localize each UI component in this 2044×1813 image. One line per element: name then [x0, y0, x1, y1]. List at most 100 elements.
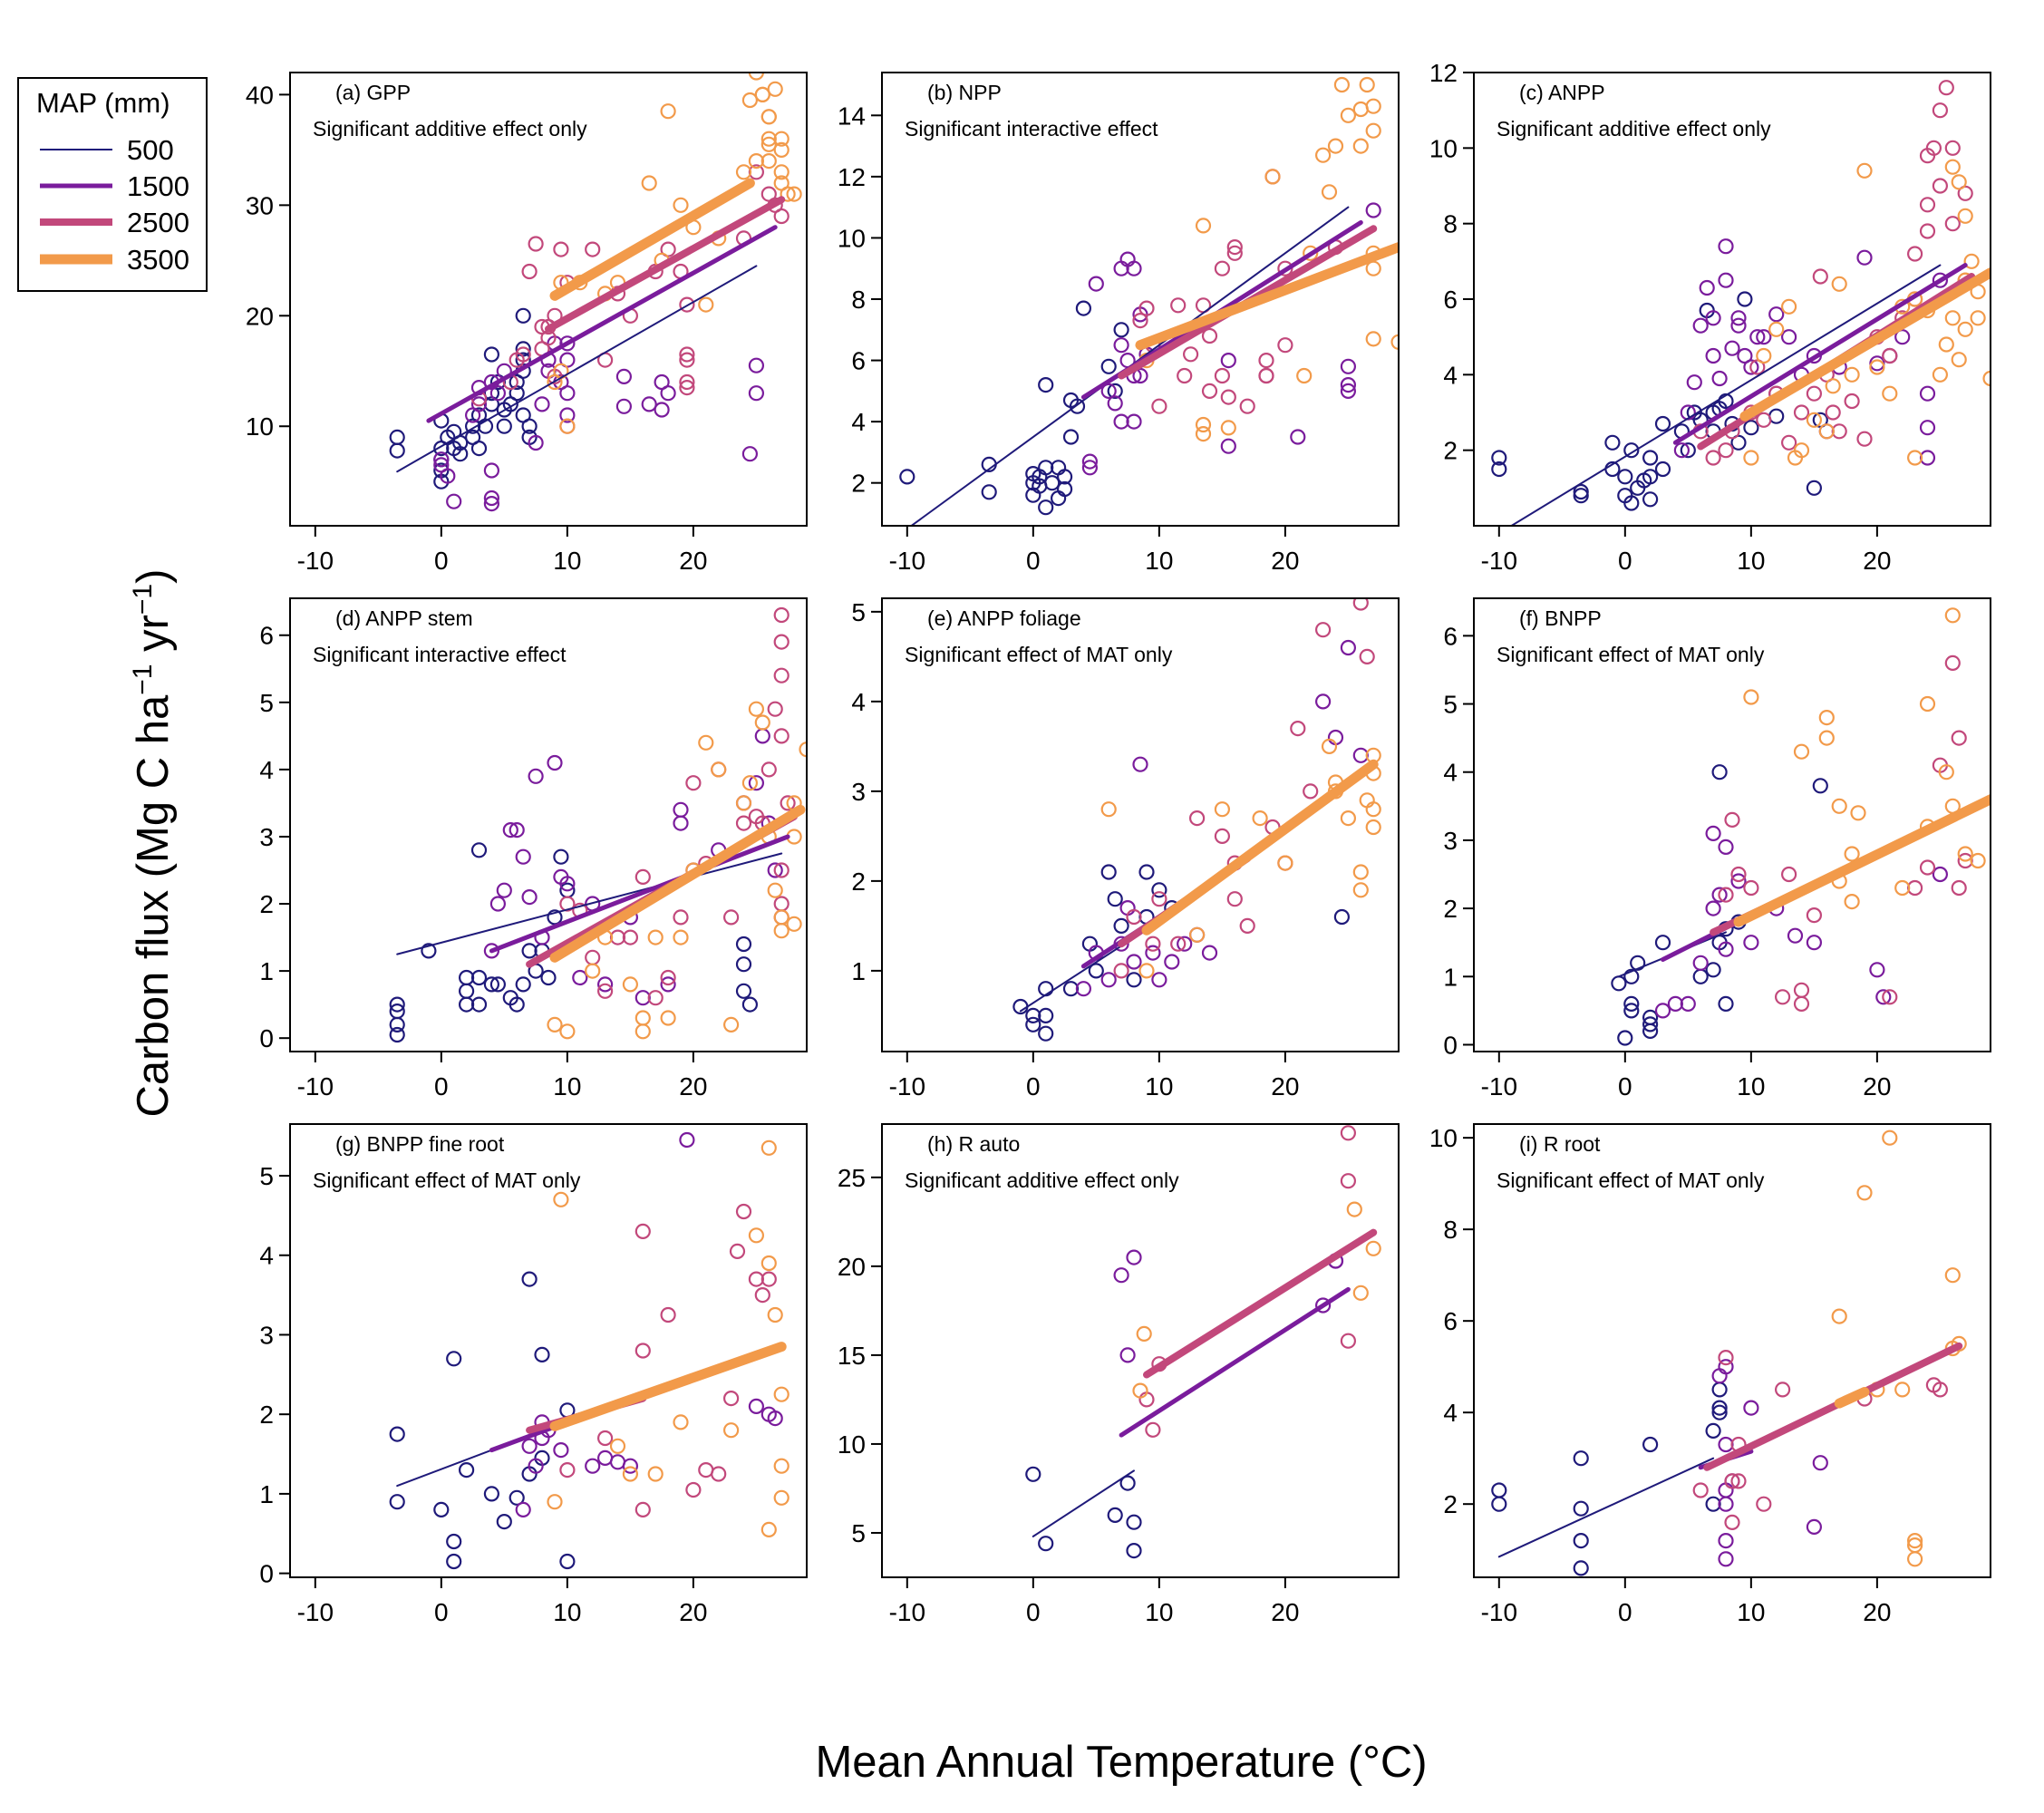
data-points — [389, 606, 807, 1043]
data-point — [1925, 140, 1942, 156]
data-point — [1907, 1532, 1923, 1549]
data-point — [1151, 891, 1167, 907]
data-point — [729, 1243, 746, 1260]
x-tick-label: 10 — [1737, 547, 1765, 575]
y-tick-label: 8 — [1443, 210, 1458, 238]
data-point — [1314, 147, 1332, 163]
data-point — [1756, 1496, 1772, 1512]
y-tick-label: 6 — [1443, 622, 1458, 650]
data-point — [1919, 859, 1936, 876]
fit-line-3500 — [1135, 242, 1399, 351]
y-tick-label: 2 — [851, 470, 866, 498]
data-point — [1145, 945, 1161, 961]
data-point — [1932, 272, 1948, 288]
x-axis-title: Mean Annual Temperature (°C) — [815, 1738, 1427, 1787]
data-point — [780, 795, 796, 811]
y-tick-label: 10 — [1429, 134, 1458, 162]
y-tick-label: 1 — [1443, 963, 1458, 991]
data-point — [1239, 398, 1255, 414]
data-point — [1875, 989, 1892, 1005]
data-point — [1113, 337, 1129, 354]
data-point — [1692, 1482, 1709, 1498]
data-point — [773, 909, 790, 926]
data-point — [1113, 917, 1129, 935]
data-point — [773, 1489, 790, 1506]
y-tick-label: 10 — [838, 224, 866, 252]
data-point — [1107, 891, 1123, 907]
data-point — [1258, 353, 1274, 369]
x-tick-label: 10 — [1737, 1598, 1765, 1626]
data-point — [1718, 1349, 1734, 1366]
data-point — [1164, 954, 1180, 970]
data-point — [1113, 322, 1129, 338]
y-axis-title: Carbon flux (Mg C ha−1 yr−1) — [128, 569, 178, 1118]
data-point — [1177, 367, 1193, 384]
data-point — [534, 396, 550, 412]
data-point — [1730, 1473, 1747, 1489]
data-point — [1850, 805, 1866, 821]
data-point — [1352, 864, 1369, 880]
data-point — [1132, 367, 1148, 384]
data-point — [1907, 450, 1923, 466]
data-point — [559, 1023, 576, 1040]
data-point — [1724, 1473, 1740, 1489]
data-point — [754, 1286, 770, 1304]
data-point — [483, 1486, 500, 1502]
data-point — [1686, 374, 1702, 391]
data-point — [1214, 367, 1231, 384]
data-point — [1081, 460, 1099, 476]
data-point — [1932, 102, 1948, 119]
panel-9: -10 0 10 20 2 4 6 8 10 (i) R root Significant effe… — [1429, 1123, 1991, 1626]
data-point — [1737, 291, 1753, 307]
data-point — [741, 775, 759, 791]
panel-note: Significant effect of MAT only — [1497, 1168, 1765, 1192]
data-point — [1100, 864, 1117, 880]
data-point — [1951, 174, 1967, 190]
data-point — [748, 1227, 765, 1244]
data-point — [1056, 480, 1073, 498]
data-point — [1743, 935, 1759, 951]
data-point — [1818, 709, 1835, 726]
data-point — [673, 1414, 689, 1430]
data-point — [1642, 450, 1659, 466]
data-point — [528, 434, 544, 451]
data-point — [1126, 908, 1142, 926]
x-tick-label: 0 — [1026, 1072, 1041, 1100]
data-point — [1126, 1249, 1142, 1265]
y-tick-label: 14 — [838, 102, 866, 130]
data-point — [1132, 313, 1148, 329]
data-point — [1882, 385, 1898, 402]
data-point — [1844, 366, 1860, 383]
data-point — [1718, 393, 1734, 410]
x-tick-label: 10 — [1145, 1072, 1173, 1100]
data-point — [1831, 423, 1847, 440]
panel-3: -10 0 10 20 2 4 6 8 10 12 (c) ANPP Significant addi… — [1429, 59, 1991, 575]
plot-frame — [289, 1123, 808, 1578]
data-point — [1812, 268, 1828, 285]
data-point — [1151, 972, 1167, 988]
x-tick-label: 20 — [1271, 1598, 1299, 1626]
data-point — [1056, 469, 1073, 485]
data-point — [1718, 887, 1734, 903]
data-point — [1919, 420, 1936, 436]
plot-frame — [289, 72, 808, 527]
data-point — [1718, 995, 1734, 1013]
data-point — [622, 929, 639, 945]
data-point — [635, 868, 651, 886]
data-point — [559, 1461, 576, 1479]
data-point — [1932, 1382, 1948, 1398]
data-point — [641, 396, 657, 412]
data-point — [660, 1010, 676, 1026]
data-point — [660, 103, 676, 120]
plot-frame — [1473, 597, 1991, 1052]
data-point — [489, 976, 507, 993]
data-point — [609, 1438, 626, 1454]
data-point — [458, 996, 475, 1013]
x-tick-label: 0 — [1618, 1598, 1632, 1626]
data-point — [773, 923, 790, 939]
data-point — [458, 983, 475, 999]
data-point — [1359, 648, 1375, 665]
data-point — [1705, 1422, 1721, 1440]
data-point — [1290, 720, 1306, 737]
y-tick-label: 10 — [838, 1430, 866, 1459]
